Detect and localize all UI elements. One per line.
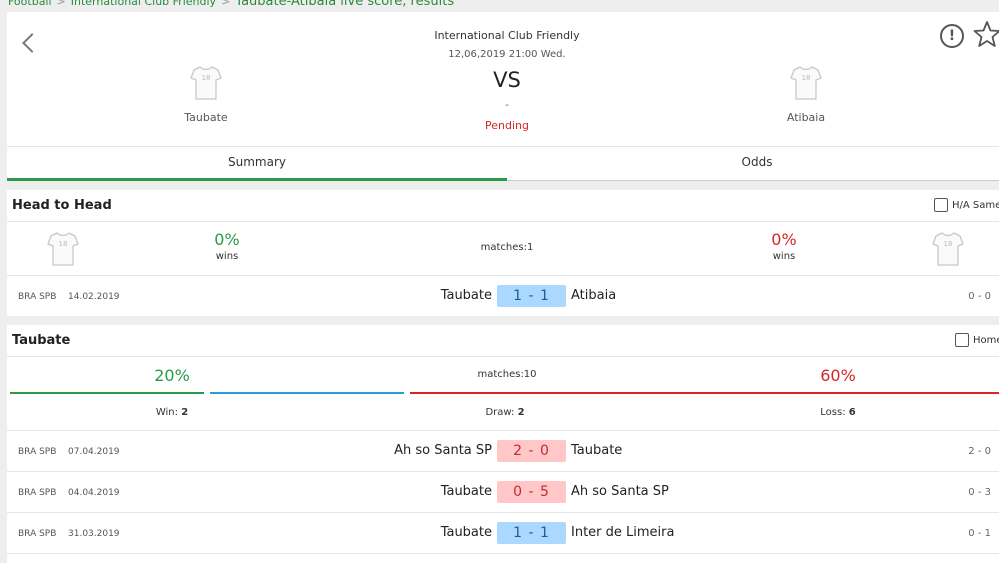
loss-label: Loss: (820, 407, 846, 418)
tab-bar: Summary Odds (7, 146, 999, 181)
draw-label: Draw: (485, 407, 515, 418)
competition: BRA SPB (18, 529, 57, 539)
home-filter[interactable]: Home (955, 333, 999, 347)
match-score: - (505, 100, 509, 111)
team-form-section: Taubate Home 20% matches:10 60% Win: 2 D… (7, 325, 999, 563)
half-time-score: 0 - 1 (968, 528, 991, 539)
tab-summary[interactable]: Summary (7, 147, 507, 181)
competition: BRA SPB (18, 447, 57, 457)
table-row[interactable]: BRA SPB 04.04.2019 Taubate 0 - 5 Ah so S… (7, 472, 999, 512)
shirt-number: 18 (802, 74, 811, 82)
star-icon[interactable] (973, 20, 999, 48)
alert-icon[interactable]: ! (940, 24, 964, 48)
loss-count: Loss: 6 (788, 407, 888, 418)
loss-percent: 60% (820, 366, 856, 385)
shirt-number: 18 (944, 240, 953, 248)
breadcrumb-league[interactable]: International Club Friendly (70, 0, 217, 8)
shirt-number: 18 (59, 240, 68, 248)
home-win-percent: 0% (214, 230, 240, 249)
divider (7, 512, 999, 513)
h2h-matches-count: matches:1 (480, 242, 534, 253)
match-header: ! International Club Friendly 12,06,2019… (7, 12, 999, 181)
loss-bar (410, 392, 999, 394)
divider (7, 471, 999, 472)
section-title: Head to Head (12, 198, 112, 213)
checkbox-icon[interactable] (934, 198, 948, 212)
match-date: 07.04.2019 (68, 447, 120, 457)
score-badge[interactable]: 1 - 1 (497, 522, 566, 544)
match-date: 04.04.2019 (68, 488, 120, 498)
win-percent: 20% (154, 366, 190, 385)
home-team[interactable]: Taubate (440, 525, 492, 540)
section-title: Taubate (12, 333, 71, 348)
away-shirt-icon: 18 (790, 66, 822, 100)
breadcrumb: Football > International Club Friendly > Tau… (8, 0, 454, 9)
away-win-percent: 0% (771, 230, 797, 249)
divider (7, 356, 999, 357)
draw-bar (210, 392, 404, 394)
home-team[interactable]: Taubate (440, 288, 492, 303)
match-date: 14.02.2019 (68, 292, 120, 302)
tab-odds[interactable]: Odds (741, 155, 773, 169)
table-row[interactable]: BRA SPB 31.03.2019 Taubate 1 - 1 Inter d… (7, 513, 999, 553)
filter-label: Home (973, 334, 999, 346)
divider (7, 275, 999, 276)
draw-count: Draw: 2 (455, 407, 555, 418)
away-shirt-icon: 18 (932, 232, 964, 266)
away-wins-label: wins (772, 251, 796, 262)
breadcrumb-current: Taubate-Atibaia live score, results (235, 0, 455, 9)
draw-count-value: 2 (517, 407, 525, 418)
home-shirt-icon: 18 (47, 232, 79, 266)
head-to-head-section: Head to Head H/A Same 18 0% wins matches… (7, 190, 999, 316)
back-button[interactable] (13, 22, 42, 53)
win-bar (10, 392, 204, 394)
competition: BRA SPB (18, 488, 57, 498)
score-badge[interactable]: 0 - 5 (497, 481, 566, 503)
match-date: 31.03.2019 (68, 529, 120, 539)
win-label: Win: (155, 407, 178, 418)
divider (7, 553, 999, 554)
table-row[interactable]: BRA SPB 14.02.2019 Taubate 1 - 1 Atibaia… (7, 276, 999, 316)
win-count-value: 2 (181, 407, 189, 418)
away-team[interactable]: Atibaia (571, 288, 617, 303)
away-team[interactable]: Inter de Limeira (571, 525, 675, 540)
breadcrumb-football[interactable]: Football (8, 0, 52, 8)
filter-label: H/A Same (952, 199, 999, 211)
league-name: International Club Friendly (434, 29, 580, 42)
breadcrumb-separator: > (221, 0, 231, 8)
checkbox-icon[interactable] (955, 333, 969, 347)
vs-label: VS (493, 68, 521, 92)
half-time-score: 0 - 0 (968, 291, 991, 302)
away-team[interactable]: Taubate (571, 443, 623, 458)
divider (7, 430, 999, 431)
half-time-score: 2 - 0 (968, 446, 991, 457)
match-status: Pending (485, 119, 529, 132)
away-team-name[interactable]: Atibaia (786, 111, 826, 124)
table-row[interactable]: BRA SPB 07.04.2019 Ah so Santa SP 2 - 0 … (7, 431, 999, 471)
home-shirt-icon: 18 (190, 66, 222, 100)
loss-count-value: 6 (848, 407, 856, 418)
home-team[interactable]: Taubate (440, 484, 492, 499)
ha-same-filter[interactable]: H/A Same (934, 198, 999, 212)
divider (7, 221, 999, 222)
win-count: Win: 2 (122, 407, 222, 418)
form-matches-count: matches:10 (477, 369, 537, 380)
competition: BRA SPB (18, 292, 57, 302)
match-datetime: 12,06,2019 21:00 Wed. (448, 49, 566, 60)
away-team[interactable]: Ah so Santa SP (571, 484, 669, 499)
home-team-name[interactable]: Taubate (184, 111, 228, 124)
shirt-number: 18 (202, 74, 211, 82)
home-team[interactable]: Ah so Santa SP (394, 443, 492, 458)
score-badge[interactable]: 1 - 1 (497, 285, 566, 307)
back-arrow-icon (22, 33, 42, 53)
home-wins-label: wins (215, 251, 239, 262)
score-badge[interactable]: 2 - 0 (497, 440, 566, 462)
half-time-score: 0 - 3 (968, 487, 991, 498)
breadcrumb-separator: > (56, 0, 66, 8)
